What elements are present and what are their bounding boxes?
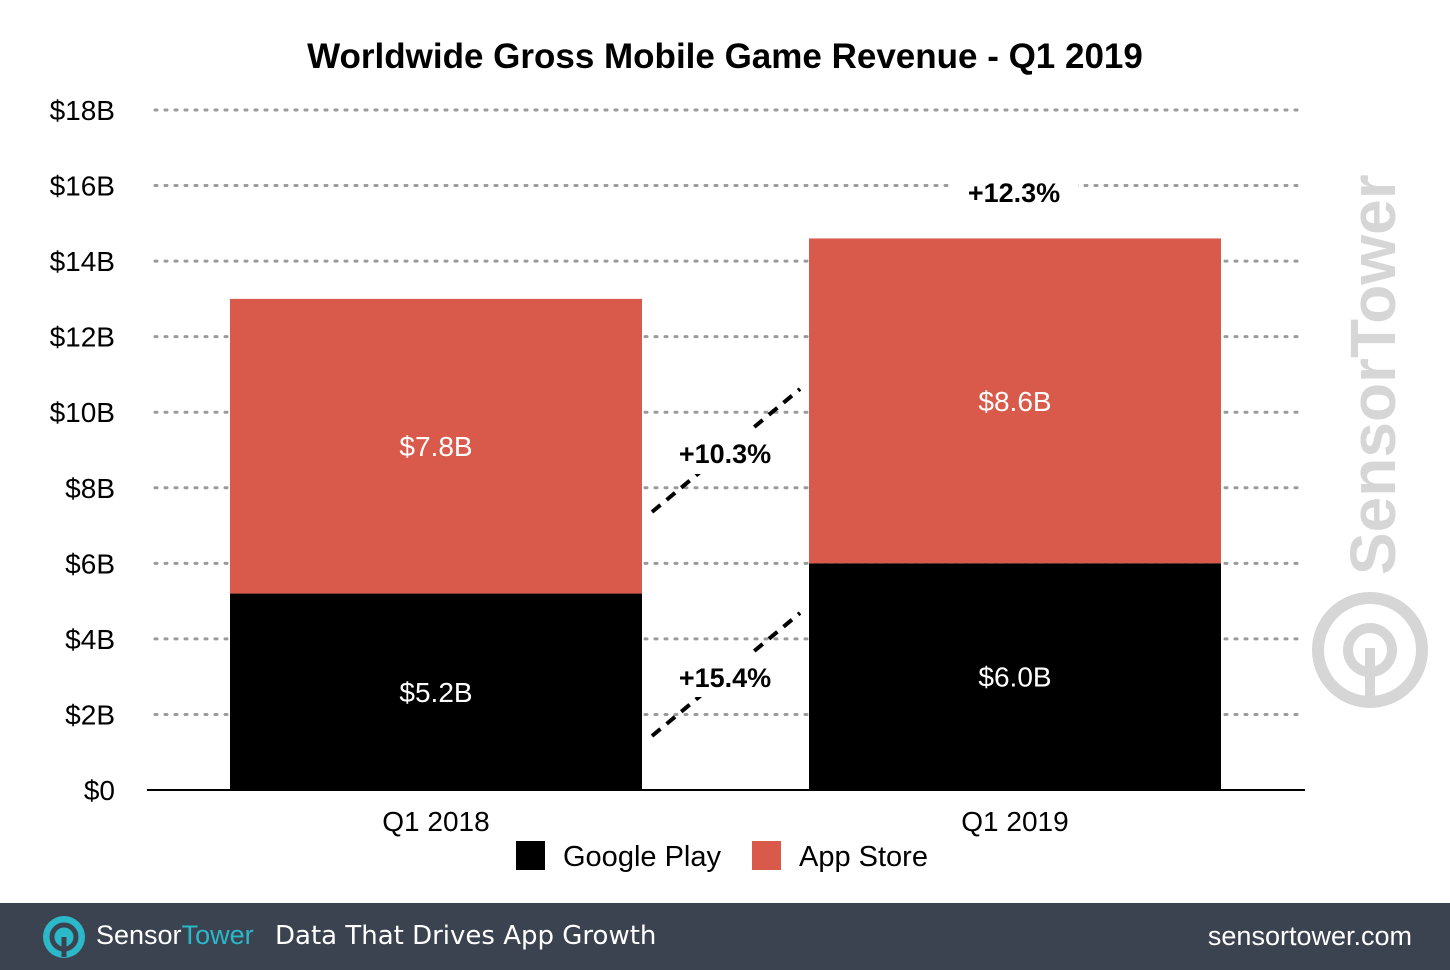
bar-segment-google-play [230,593,642,790]
total-growth-label: +12.3% [968,178,1060,208]
growth-annotations: +15.4% +10.3% +12.3% [650,168,1078,738]
legend-label-google-play: Google Play [563,841,721,873]
footer-brand-part1: Sensor [96,920,182,950]
bar-segment-google-play [809,563,1221,790]
y-tick-label: $4B [65,624,115,655]
y-axis-ticks: $0 $2B $4B $6B $8B $10B $12B $14B $16B $18B [50,95,115,806]
x-tick-label: Q1 2018 [382,806,489,837]
bar-segment-app-store [230,298,642,594]
chart-area: SensorTower Worldwide Gross Mobile Game … [50,37,1428,873]
y-tick-label: $2B [65,699,115,730]
footer-brand-part2: Tower [181,920,254,950]
legend-swatch-google-play [516,841,545,870]
x-tick-label: Q1 2019 [961,806,1068,837]
sensortower-logo-icon [1312,592,1428,708]
footer-bar: SensorTower Data That Drives App Growth … [0,903,1450,970]
sensortower-watermark: SensorTower [1312,174,1428,708]
y-tick-label: $18B [50,95,115,126]
footer-tagline: Data That Drives App Growth [275,921,657,951]
y-tick-label: $10B [50,397,115,428]
y-tick-label: $0 [84,775,115,806]
y-tick-label: $12B [50,322,115,353]
bar-segment-app-store [809,238,1221,564]
bar-value-label: $8.6B [978,386,1051,417]
y-tick-label: $14B [50,246,115,277]
chart-title: Worldwide Gross Mobile Game Revenue - Q1… [307,37,1143,76]
watermark-text: SensorTower [1337,174,1409,575]
legend: Google Play App Store [516,841,928,873]
legend-swatch-app-store [752,841,781,870]
y-tick-label: $6B [65,548,115,579]
revenue-chart: SensorTower Worldwide Gross Mobile Game … [50,37,1428,873]
bar-value-label: $7.8B [399,431,472,462]
bar-value-label: $5.2B [399,677,472,708]
sensortower-logo-icon[interactable] [40,913,88,961]
footer-url-link[interactable]: sensortower.com [1207,921,1412,951]
y-tick-label: $8B [65,473,115,504]
google-play-growth-label: +15.4% [679,663,771,693]
bar-value-label: $6.0B [978,662,1051,693]
footer-brand-name[interactable]: SensorTower [96,920,254,951]
bars: $5.2B $7.8B $6.0B $8.6B [230,238,1221,790]
app-store-growth-label: +10.3% [679,439,771,469]
legend-label-app-store: App Store [799,841,928,873]
x-axis-ticks: Q1 2018 Q1 2019 [382,806,1068,837]
y-tick-label: $16B [50,171,115,202]
